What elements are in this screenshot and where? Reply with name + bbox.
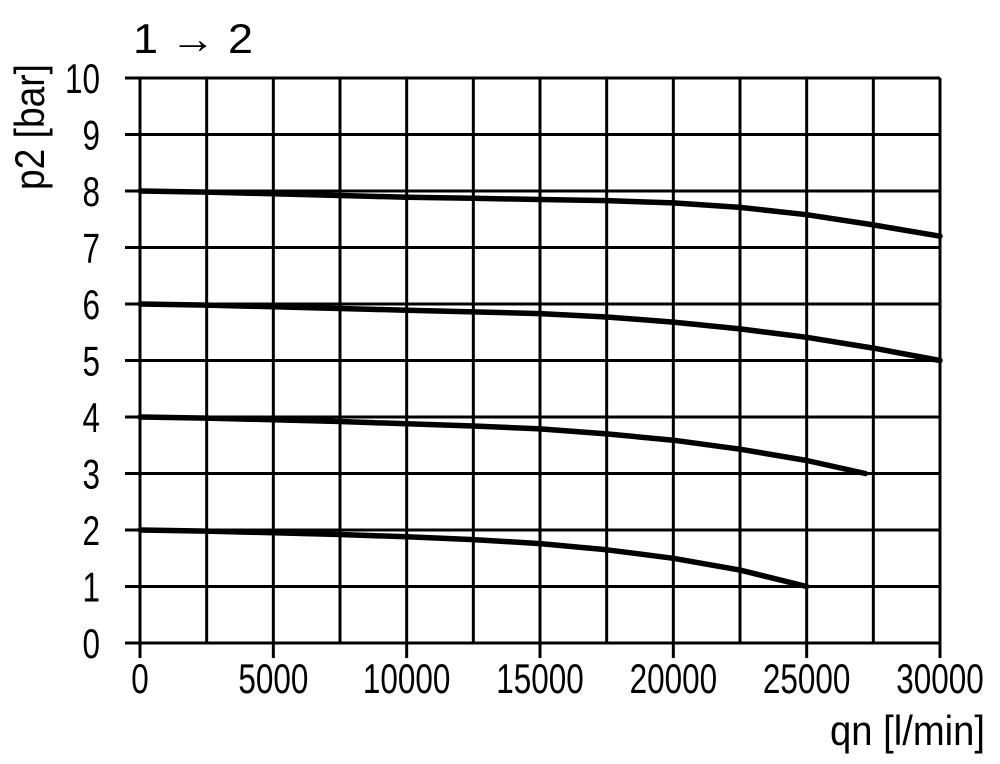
x-tick-label: 15000	[496, 655, 584, 702]
tick-layer	[125, 76, 942, 658]
y-tick-label: 6	[83, 281, 101, 328]
curve-inlet-4-bar	[137, 414, 869, 477]
y-tick-label: 9	[83, 112, 101, 159]
y-axis-label: p2 [bar]	[6, 64, 53, 190]
chart-title: 1 → 2	[133, 15, 253, 62]
y-tick-label: 2	[83, 507, 101, 554]
x-tick-label: 0	[131, 655, 149, 702]
x-tick-label: 5000	[238, 655, 308, 702]
y-tick-label: 3	[83, 451, 101, 498]
curve-inlet-8-bar	[137, 188, 943, 239]
grid-layer	[138, 76, 942, 645]
curve-layer	[137, 188, 943, 590]
curve-inlet-6-bar	[137, 301, 943, 364]
y-tick-label: 10	[65, 55, 100, 102]
y-tick-label: 0	[83, 620, 101, 667]
x-tick-label: 30000	[896, 655, 984, 702]
curve-inlet-2-bar	[137, 527, 810, 590]
y-tick-label: 7	[83, 225, 101, 272]
y-tick-label: 1	[83, 564, 101, 611]
x-axis-label: qn [l/min]	[830, 707, 985, 754]
x-tick-label: 25000	[763, 655, 851, 702]
x-tick-label: 10000	[363, 655, 451, 702]
y-tick-label: 4	[83, 394, 101, 441]
y-tick-label: 8	[83, 168, 101, 215]
y-tick-label: 5	[83, 338, 101, 385]
x-tick-label: 20000	[630, 655, 718, 702]
